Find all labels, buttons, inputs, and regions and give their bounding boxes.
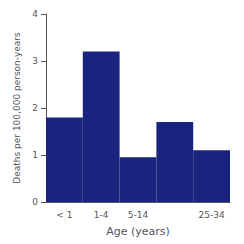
svg-text:2: 2	[32, 103, 38, 113]
svg-text:< 1: < 1	[56, 210, 72, 220]
svg-text:3: 3	[32, 56, 38, 66]
svg-text:4: 4	[32, 9, 38, 19]
svg-text:25-34: 25-34	[199, 210, 225, 220]
svg-text:5-14: 5-14	[128, 210, 149, 220]
svg-text:0: 0	[32, 197, 38, 207]
svg-text:Age (years): Age (years)	[106, 225, 170, 238]
svg-text:Deaths per 100,000 person-year: Deaths per 100,000 person-years	[12, 32, 22, 184]
svg-text:1-4: 1-4	[94, 210, 109, 220]
svg-text:1: 1	[32, 150, 38, 160]
